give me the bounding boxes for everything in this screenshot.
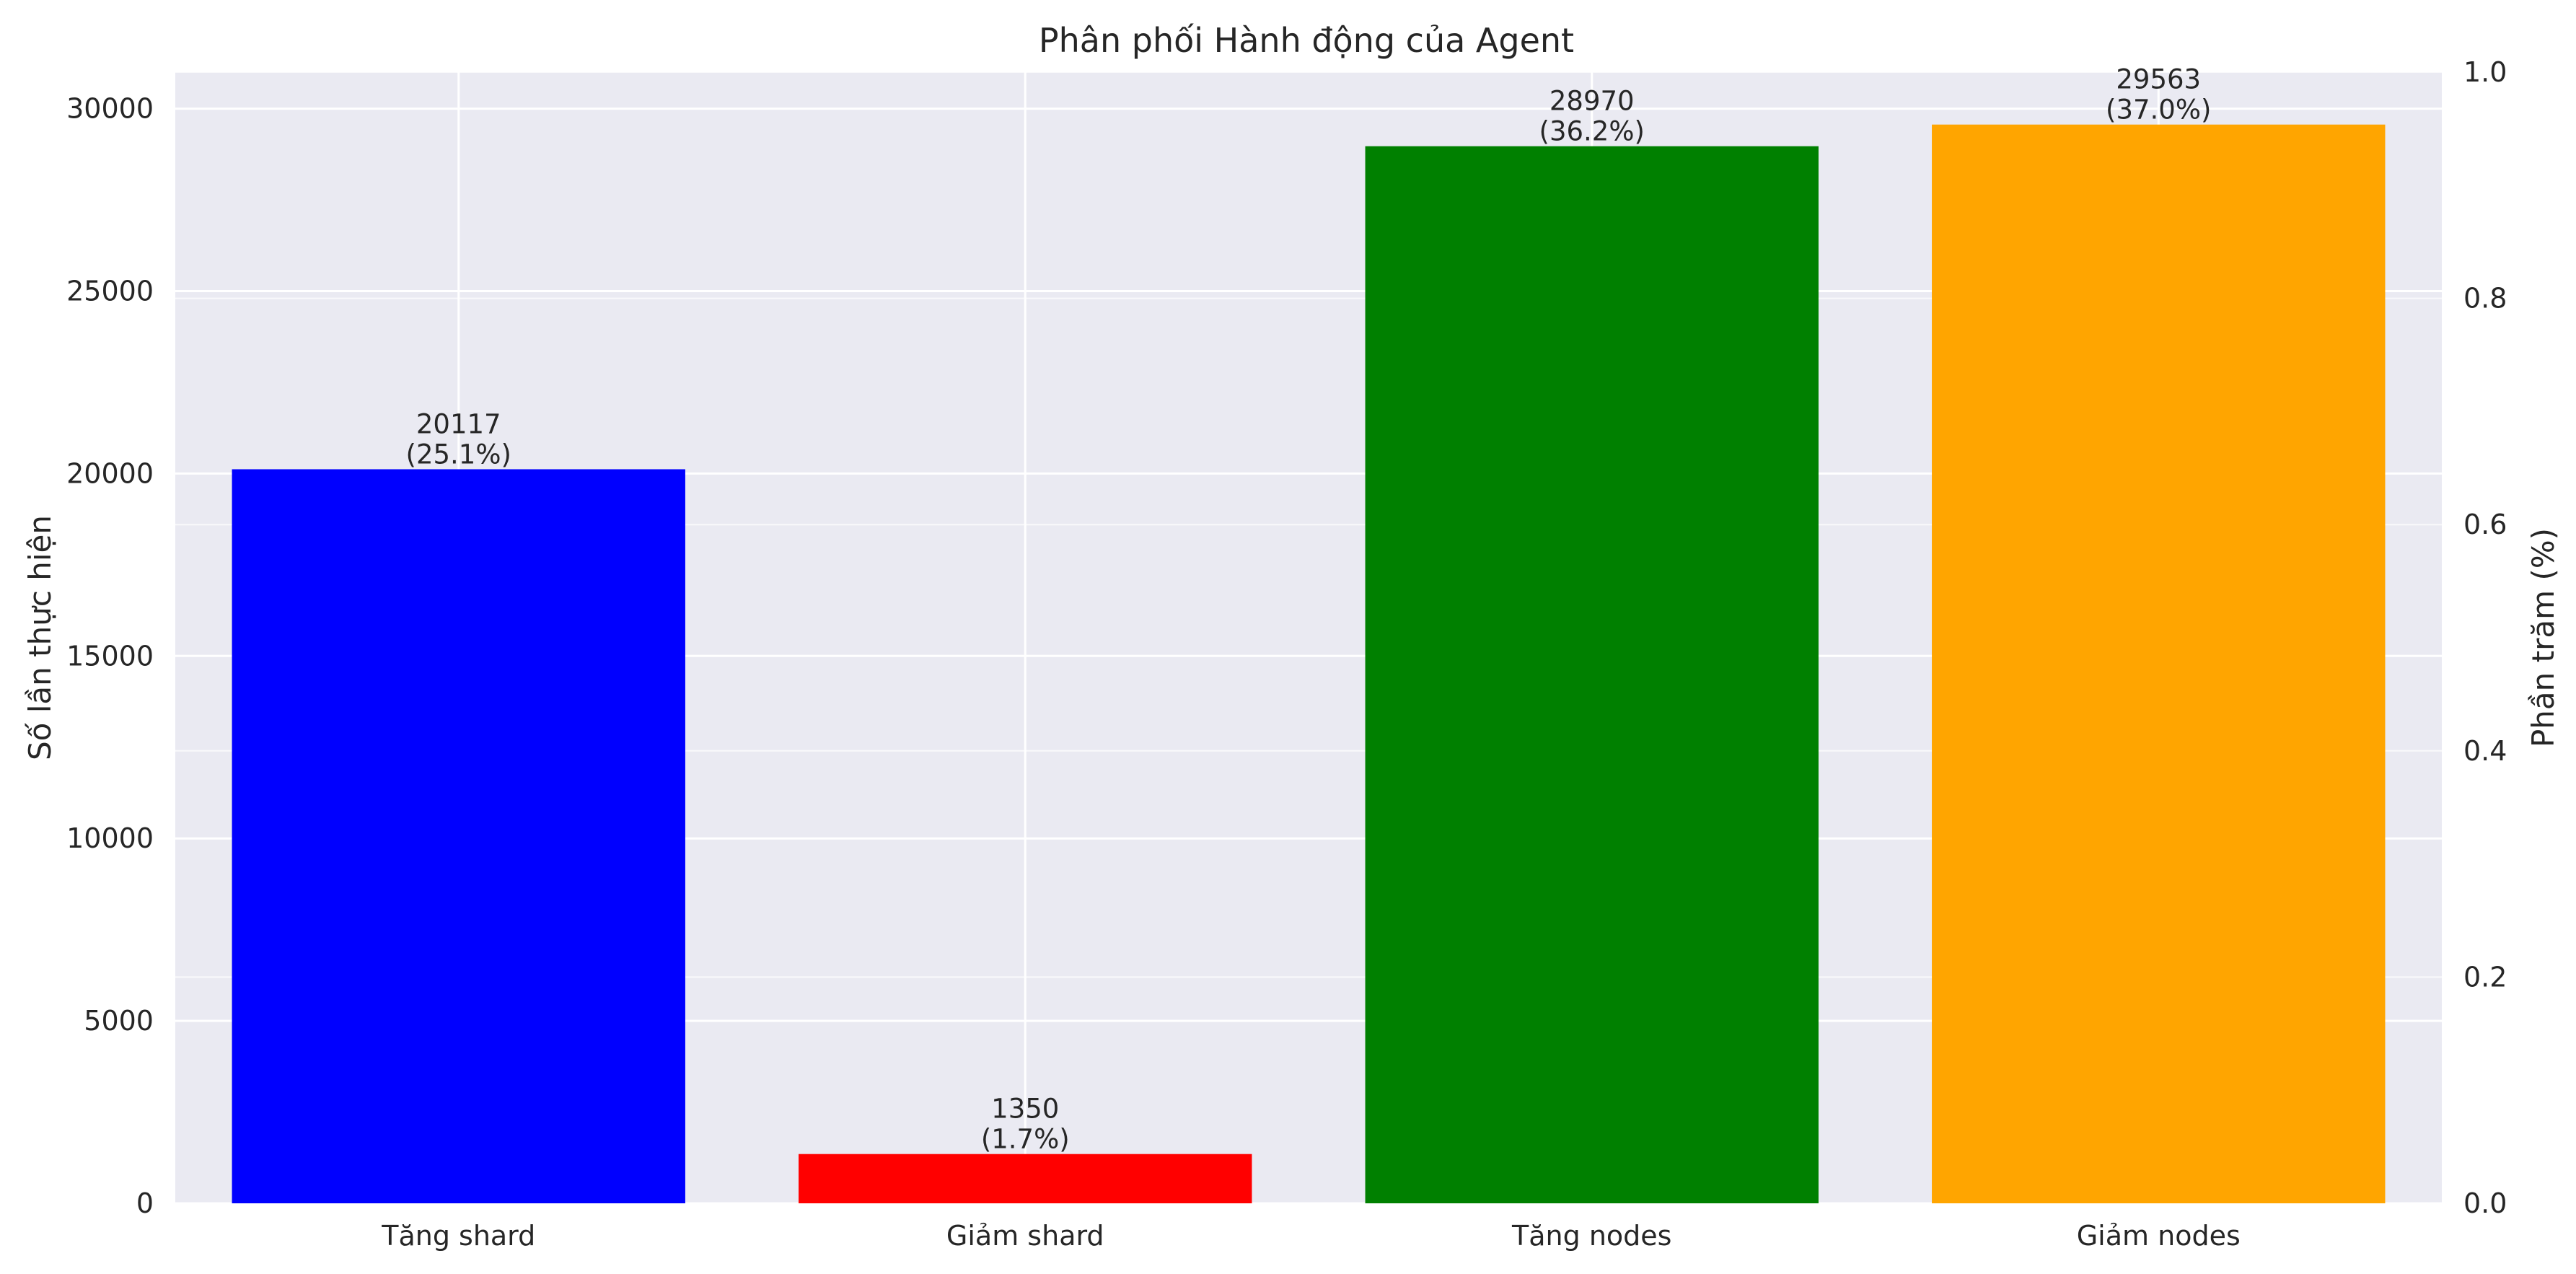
bar-value-label: 1350 [991,1094,1059,1125]
data-labels: 20117(25.1%) 1350(1.7%) 28970(36.2%) 29563(… [406,64,2212,1155]
y-tick-label: 25000 [66,275,154,307]
bar [1365,146,1819,1203]
bar-percent-label: (25.1%) [406,439,511,470]
bar [232,469,685,1203]
y2-tick-label: 1.0 [2463,56,2507,88]
bar [799,1154,1252,1203]
x-tick-label: Giảm nodes [2077,1220,2241,1252]
y2-tick-label: 0.4 [2463,735,2507,767]
y-tick-label: 5000 [84,1005,154,1037]
y-tick-label: 20000 [66,457,154,489]
y2-tick-label: 0.0 [2463,1187,2507,1219]
y2-tick-label: 0.2 [2463,961,2507,993]
y-axis-ticks: 0 5000 10000 15000 20000 25000 30000 [66,93,154,1219]
y-tick-label: 0 [136,1187,154,1219]
y-tick-label: 10000 [66,822,154,854]
x-tick-label: Giảm shard [946,1220,1104,1252]
bar-percent-label: (1.7%) [981,1124,1070,1155]
chart-title: Phân phối Hành động của Agent [1039,21,1574,60]
x-tick-label: Tăng nodes [1511,1220,1671,1252]
y-tick-label: 30000 [66,93,154,125]
x-tick-label: Tăng shard [381,1220,535,1252]
bar-value-label: 28970 [1549,86,1635,117]
y-axis-label: Số lần thực hiện [22,515,58,760]
bars [232,124,2386,1204]
y2-axis-label: Phần trăm (%) [2526,528,2561,747]
y2-axis-ticks: 0.0 0.2 0.4 0.6 0.8 1.0 [2463,56,2507,1219]
x-axis-ticks: Tăng shard Giảm shard Tăng nodes Giảm nodes [381,1220,2241,1252]
bar-value-label: 29563 [2116,64,2201,95]
y2-tick-label: 0.6 [2463,509,2507,540]
bar-percent-label: (37.0%) [2106,95,2211,126]
bar [1932,124,2386,1204]
bar-value-label: 20117 [416,408,501,439]
bar-percent-label: (36.2%) [1539,116,1645,147]
y-tick-label: 15000 [66,640,154,672]
y2-tick-label: 0.8 [2463,283,2507,315]
